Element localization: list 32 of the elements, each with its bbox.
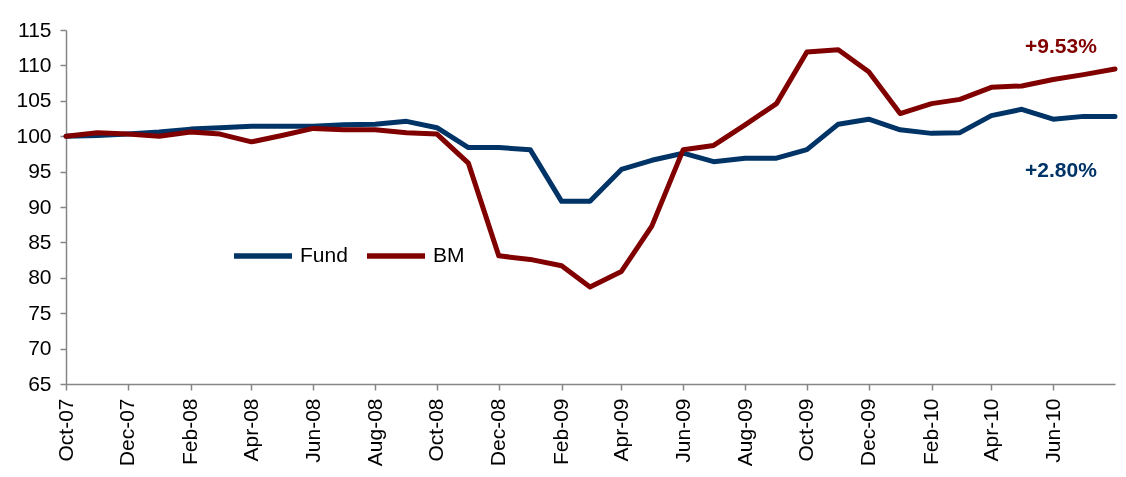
y-tick-label: 80: [28, 265, 52, 289]
x-tick-label: Aug-09: [732, 398, 756, 467]
x-tick-label: Apr-10: [978, 398, 1002, 462]
y-tick-label: 85: [28, 229, 52, 253]
x-tick-label: Apr-08: [238, 398, 262, 462]
y-tick-label: 105: [16, 88, 52, 112]
x-tick-label: Dec-08: [486, 398, 510, 467]
y-tick-label: 65: [28, 371, 52, 395]
y-tick-label: 75: [28, 300, 52, 324]
y-tick-label: 95: [28, 159, 52, 183]
x-tick-label: Aug-08: [362, 398, 386, 467]
x-tick-label: Apr-09: [608, 398, 632, 462]
x-tick-label: Jun-09: [670, 398, 694, 463]
x-tick-label: Oct-08: [424, 398, 448, 462]
y-tick-label: 90: [28, 194, 52, 218]
legend-label: BM: [433, 243, 465, 266]
y-tick-label: 110: [18, 52, 52, 76]
y-tick-label: 100: [16, 123, 52, 147]
legend-label: Fund: [300, 243, 348, 266]
x-tick-label: Jun-08: [300, 398, 324, 463]
y-tick-label: 115: [18, 17, 52, 41]
x-tick-label: Oct-07: [53, 398, 77, 462]
y-tick-label: 70: [28, 336, 52, 360]
x-tick-label: Feb-08: [178, 398, 202, 466]
x-tick-label: Feb-09: [549, 398, 573, 466]
x-tick-label: Oct-09: [794, 398, 818, 462]
x-tick-label: Jun-10: [1040, 398, 1064, 463]
annotation: +2.80%: [1025, 158, 1098, 182]
x-tick-label: Feb-10: [919, 398, 943, 466]
x-tick-label: Dec-09: [856, 398, 880, 467]
annotation: +9.53%: [1025, 33, 1098, 57]
x-tick-label: Dec-07: [115, 398, 139, 467]
